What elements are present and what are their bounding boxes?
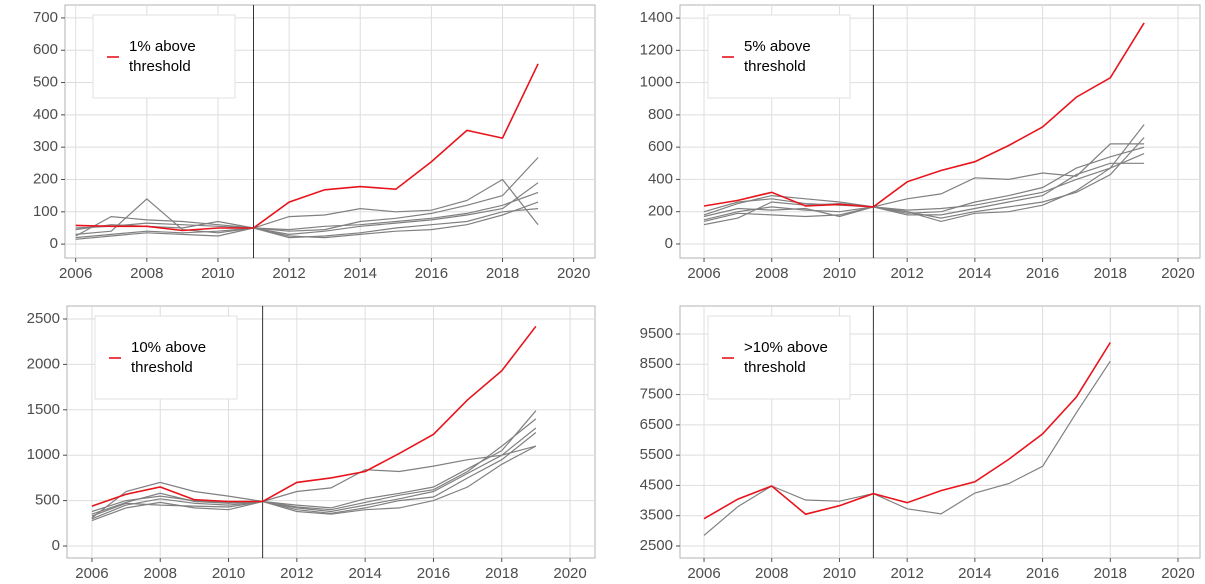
series-line [75, 208, 539, 240]
y-tick-label: 3500 [640, 507, 673, 524]
panel: 2500 3500 4500 5500 6500 7500 8500 9500 2006 2008… [640, 305, 1201, 582]
plot-border [679, 4, 1201, 259]
x-tick-label: 2018 [1094, 565, 1127, 582]
y-tick-label: 5500 [640, 446, 673, 463]
x-tick-label: 2006 [687, 265, 720, 282]
panel: 0 500 1000 1500 2000 2500 2006 2008 2010 2012 2014… [27, 305, 596, 582]
series-line [703, 143, 1145, 216]
x-tick-label: 2018 [485, 565, 518, 582]
x-tick-label: 2010 [823, 265, 856, 282]
y-tick-label: 200 [648, 203, 673, 220]
series-line [75, 191, 539, 231]
y-tick-label: 0 [50, 235, 58, 252]
x-tick-label: 2018 [1094, 265, 1127, 282]
x-tick-label: 2016 [1026, 565, 1059, 582]
series-line [91, 432, 537, 514]
legend: >10% above threshold [707, 315, 851, 400]
series-line [703, 22, 1145, 208]
y-tick-label: 400 [33, 106, 58, 123]
y-tick-label: 2500 [27, 310, 60, 327]
series-line [75, 63, 539, 232]
legend-label: >10% above threshold [744, 339, 828, 376]
x-tick-label: 2006 [75, 565, 108, 582]
series-line [91, 325, 537, 507]
panel: 0 200 400 600 800 1000 1200 1400 2006 2008 2010 201… [640, 4, 1201, 282]
y-tick-label: 1400 [640, 9, 673, 26]
y-tick-label: 500 [33, 74, 58, 91]
x-tick-label: 2018 [486, 265, 519, 282]
series-line [75, 157, 539, 237]
series-line [703, 137, 1145, 222]
x-tick-label: 2016 [417, 565, 450, 582]
x-tick-label: 2020 [557, 265, 590, 282]
x-tick-label: 2008 [144, 565, 177, 582]
legend: 5% above threshold [707, 14, 851, 99]
x-tick-label: 2012 [890, 565, 923, 582]
y-tick-label: 8500 [640, 355, 673, 372]
plot-border [64, 4, 596, 259]
legend: 1% above threshold [92, 14, 236, 99]
y-tick-label: 4500 [640, 476, 673, 493]
y-tick-label: 300 [33, 138, 58, 155]
x-tick-label: 2006 [59, 265, 92, 282]
x-tick-label: 2016 [1026, 265, 1059, 282]
panel: 0 100 200 300 400 500 600 700 2006 2008 2010 2012 20… [33, 4, 596, 282]
y-tick-label: 1000 [27, 446, 60, 463]
x-tick-label: 2010 [201, 265, 234, 282]
x-tick-label: 2020 [1161, 565, 1194, 582]
y-tick-label: 800 [648, 106, 673, 123]
x-tick-label: 2012 [280, 565, 313, 582]
y-tick-label: 0 [52, 537, 60, 554]
y-tick-label: 9500 [640, 325, 673, 342]
series-line [703, 146, 1145, 218]
y-tick-label: 700 [33, 9, 58, 26]
series-line [91, 427, 537, 515]
series-line [703, 342, 1111, 520]
x-tick-label: 2016 [415, 265, 448, 282]
x-tick-label: 2014 [958, 265, 991, 282]
legend-label: 10% above threshold [131, 339, 206, 376]
legend: 10% above threshold [94, 315, 238, 400]
legend-label: 1% above threshold [129, 38, 196, 75]
series-line [75, 178, 539, 235]
x-tick-label: 2020 [553, 565, 586, 582]
y-tick-label: 0 [665, 235, 673, 252]
y-tick-label: 100 [33, 203, 58, 220]
series-line [703, 124, 1145, 226]
y-tick-label: 1500 [27, 401, 60, 418]
series-line [91, 445, 537, 519]
y-tick-label: 1200 [640, 41, 673, 58]
legend-label: 5% above threshold [744, 38, 811, 75]
y-tick-label: 1000 [640, 74, 673, 91]
plot-border [679, 305, 1201, 559]
x-tick-label: 2008 [755, 265, 788, 282]
x-tick-label: 2012 [272, 265, 305, 282]
x-tick-label: 2014 [348, 565, 381, 582]
x-tick-label: 2008 [755, 565, 788, 582]
x-tick-label: 2020 [1161, 265, 1194, 282]
series-line [703, 153, 1145, 213]
x-tick-label: 2006 [687, 565, 720, 582]
series-line [91, 445, 537, 522]
y-tick-label: 600 [648, 138, 673, 155]
y-tick-label: 6500 [640, 416, 673, 433]
y-tick-label: 2500 [640, 537, 673, 554]
y-tick-label: 7500 [640, 386, 673, 403]
y-tick-label: 500 [35, 492, 60, 509]
y-tick-label: 2000 [27, 355, 60, 372]
plot-border [66, 305, 596, 559]
y-tick-label: 600 [33, 41, 58, 58]
series-line [91, 410, 537, 520]
series-line [91, 418, 537, 517]
y-tick-label: 400 [648, 170, 673, 187]
x-tick-label: 2010 [212, 565, 245, 582]
x-tick-label: 2014 [958, 565, 991, 582]
x-tick-label: 2008 [130, 265, 163, 282]
x-tick-label: 2010 [823, 565, 856, 582]
x-tick-label: 2014 [344, 265, 377, 282]
x-tick-label: 2012 [890, 265, 923, 282]
y-tick-label: 200 [33, 170, 58, 187]
